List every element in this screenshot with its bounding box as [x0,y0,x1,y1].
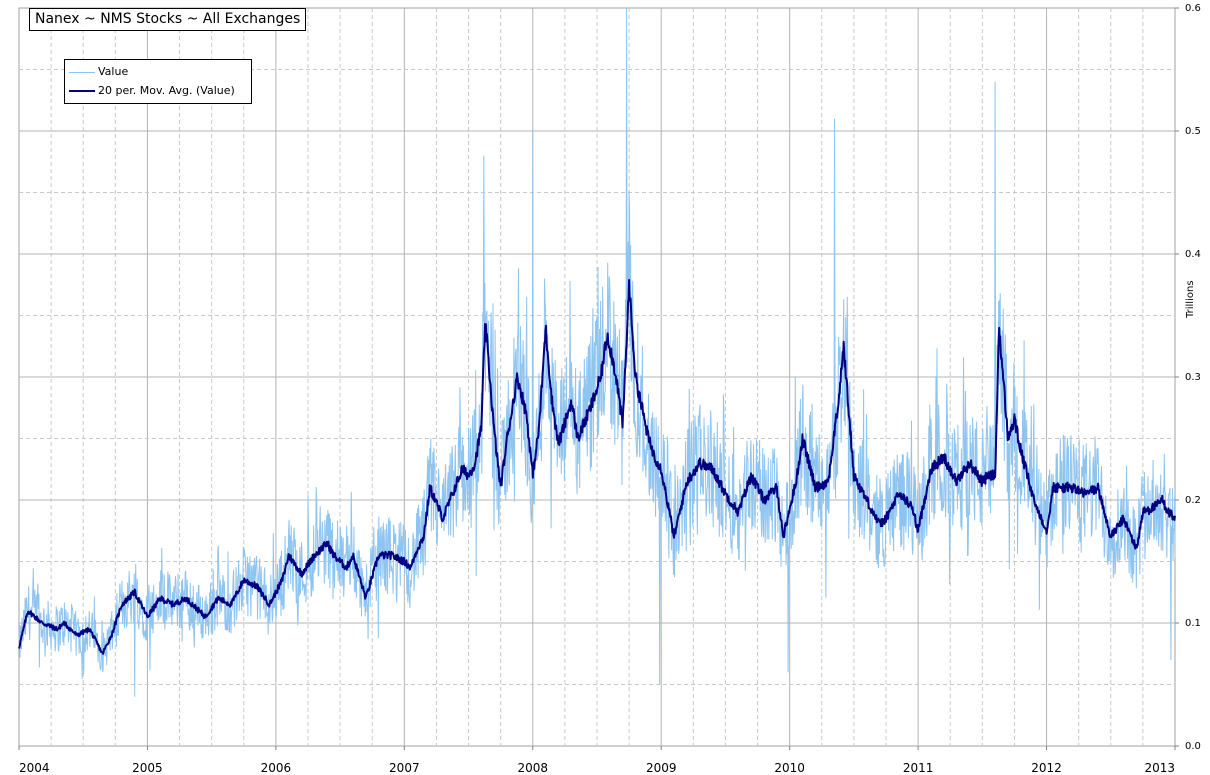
chart-title: Nanex ~ NMS Stocks ~ All Exchanges [29,8,307,31]
chart-legend: Value 20 per. Mov. Avg. (Value) [64,59,252,104]
x-tick-label: 2012 [1031,761,1062,775]
x-tick-label: 2004 [19,761,50,775]
series-value-line [18,7,1176,697]
series-moving-average-line [18,279,1176,655]
y-tick-label: 0.2 [1185,495,1201,506]
legend-swatch-value [69,71,95,73]
x-tick-label: 2007 [389,761,420,775]
legend-item-moving-average: 20 per. Mov. Avg. (Value) [69,83,235,99]
y-tick-label: 0.4 [1185,249,1201,260]
legend-label-moving-average: 20 per. Mov. Avg. (Value) [98,84,235,97]
y-tick-label: 0.0 [1185,741,1201,752]
x-tick-label: 2013 [1144,761,1175,775]
legend-label-value: Value [98,65,129,78]
y-tick-label: 0.5 [1185,126,1201,137]
x-tick-label: 2006 [261,761,292,775]
y-tick-label: 0.6 [1185,3,1201,14]
y-tick-label: 0.3 [1185,372,1201,383]
y-axis-label: Trillions [1185,280,1196,318]
y-tick-label: 0.1 [1185,618,1201,629]
legend-swatch-moving-average [69,90,95,92]
x-tick-label: 2009 [646,761,677,775]
x-tick-label: 2008 [518,761,549,775]
x-tick-label: 2005 [132,761,163,775]
legend-item-value: Value [69,64,128,80]
x-tick-label: 2010 [774,761,805,775]
x-tick-label: 2011 [903,761,934,775]
